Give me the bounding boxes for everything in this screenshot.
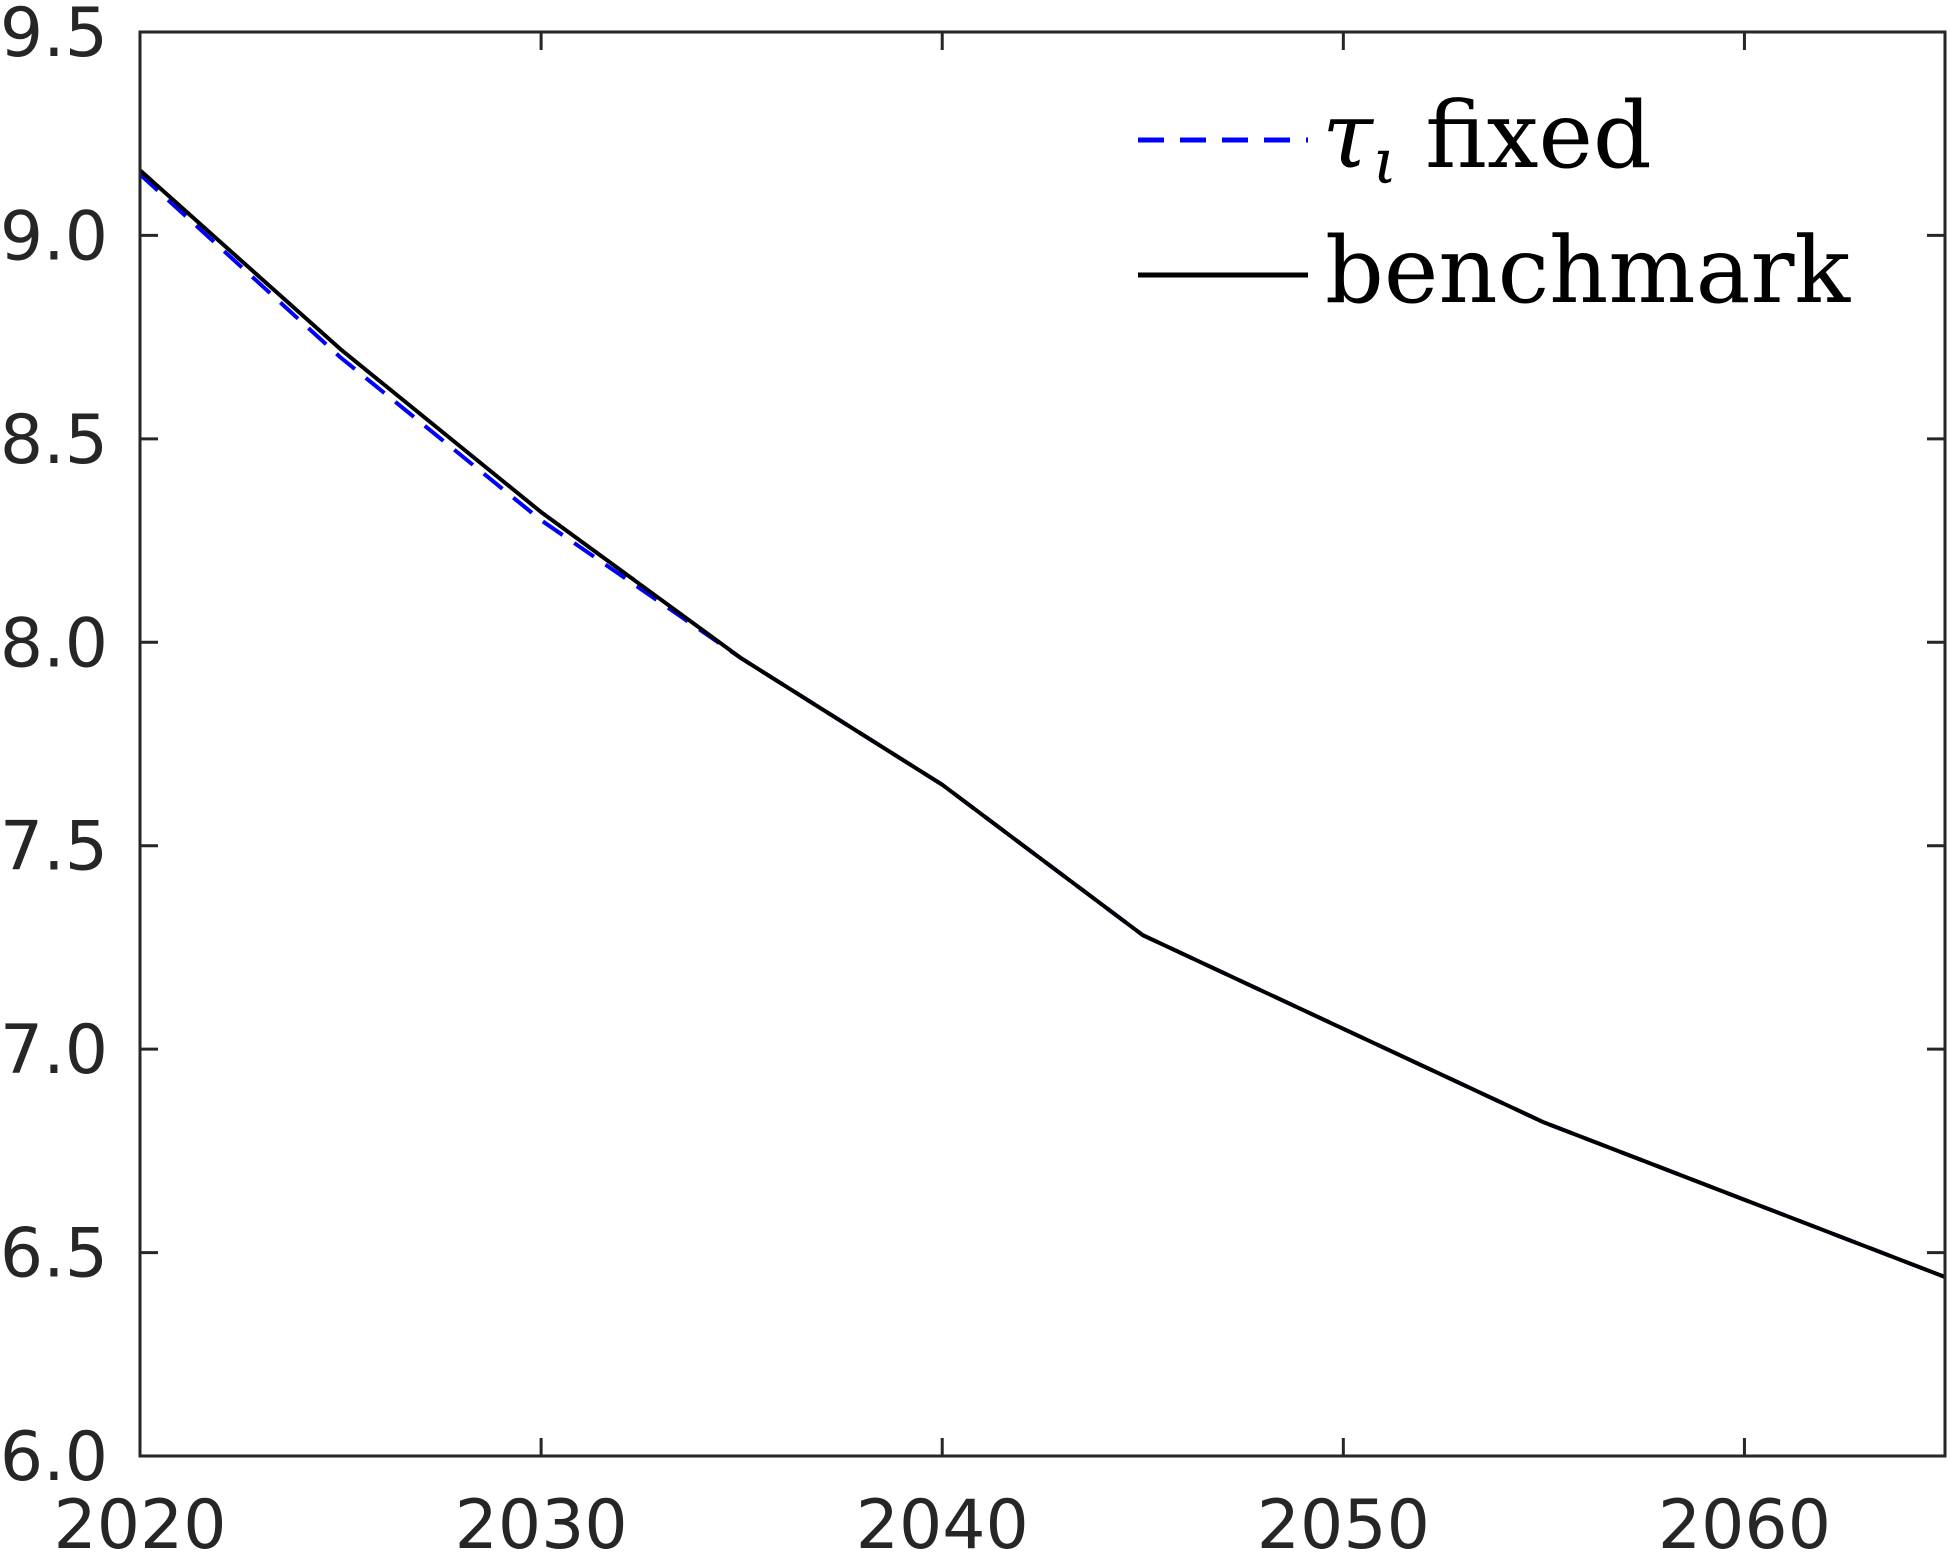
y-tick-label: 8.0 [0,604,108,683]
x-tick-label: 2040 [856,1486,1029,1554]
y-tick-label: 9.5 [0,0,108,73]
y-axis-ticks: 6.0 6.5 7.0 7.5 8.0 8.5 9.0 9.5 [0,0,1945,1497]
y-tick-label: 6.5 [0,1215,108,1294]
plot-area-frame [138,30,1947,1458]
series-layer [138,168,1946,1279]
legend: τι fixed benchmark [1138,82,1851,324]
series-line-tau-fixed [138,172,1946,1279]
legend-fixed-text: fixed [1425,82,1652,189]
y-tick-label: 8.5 [0,401,108,480]
y-tick-label: 7.5 [0,808,108,887]
legend-tau-symbol: τ [1322,82,1375,189]
y-tick-label: 7.0 [0,1011,108,1090]
x-tick-label: 2060 [1658,1486,1831,1554]
x-tick-label: 2030 [455,1486,628,1554]
y-tick-label: 9.0 [0,197,108,276]
x-tick-label: 2020 [53,1486,226,1554]
series-line-benchmark [138,168,1946,1279]
legend-iota-subscript: ι [1373,125,1397,198]
legend-label-tau-fixed: τι fixed [1322,82,1652,198]
x-tick-label: 2050 [1257,1486,1430,1554]
y-tick-label: 6.0 [0,1418,108,1497]
x-axis-ticks: 2020 2030 2040 2050 2060 [53,32,1831,1554]
legend-label-benchmark: benchmark [1325,217,1851,324]
